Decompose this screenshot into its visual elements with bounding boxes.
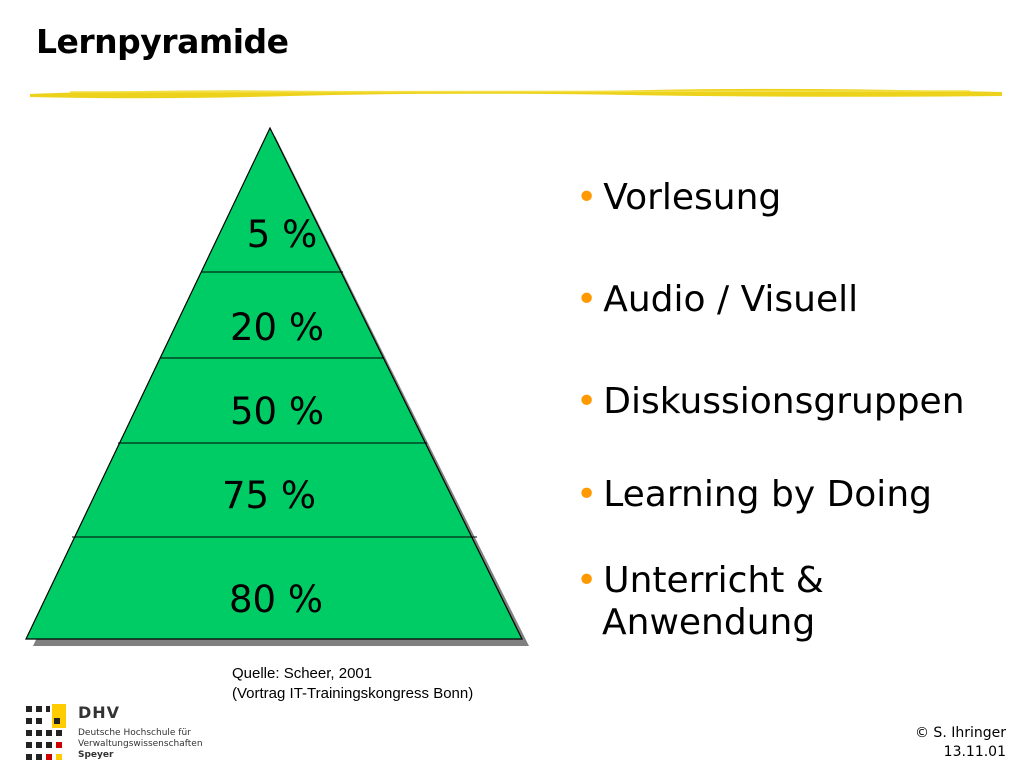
bullet-text: Unterricht &	[603, 560, 824, 601]
bullet-text-continuation: Anwendung	[602, 602, 816, 643]
bullet-item: • Vorlesung	[576, 177, 781, 219]
pyramid-level-label: 80 %	[229, 578, 323, 621]
bullet-dot-icon: •	[576, 474, 598, 515]
slide-title: Lernpyramide	[36, 22, 289, 61]
bullet-item: • Unterricht & Anwendung	[576, 560, 824, 644]
logo-wordmark: DHV Deutsche Hochschule für Verwaltungsw…	[78, 704, 203, 761]
title-underline	[30, 88, 1002, 99]
footer-date: 13.11.01	[943, 744, 1006, 760]
pyramid-level-label: 5 %	[247, 213, 317, 256]
source-line: Quelle: Scheer, 2001	[232, 665, 373, 682]
logo-line: Verwaltungswissenschaften	[78, 739, 203, 749]
bullet-dot-icon: •	[576, 560, 598, 601]
logo-line: Speyer	[78, 750, 114, 760]
pyramid-level-label: 20 %	[230, 306, 324, 349]
footer-author: © S. Ihringer	[914, 725, 1006, 741]
dhv-logo-icon	[26, 704, 66, 760]
logo-abbreviation: DHV	[78, 703, 121, 722]
bullet-dot-icon: •	[576, 177, 598, 218]
pyramid-body	[25, 126, 523, 640]
bullet-dot-icon: •	[576, 279, 598, 320]
slide-footer: © S. Ihringer 13.11.01	[915, 724, 1006, 762]
bullet-text: Learning by Doing	[603, 474, 932, 515]
bullet-item: • Learning by Doing	[576, 474, 932, 516]
bullet-list: • Vorlesung • Audio / Visuell • Diskussions…	[576, 0, 1016, 680]
bullet-dot-icon: •	[576, 381, 598, 422]
pyramid-level-label: 75 %	[222, 474, 316, 517]
bullet-item: • Audio / Visuell	[576, 279, 858, 321]
bullet-item: • Diskussionsgruppen	[576, 381, 965, 423]
source-citation: Quelle: Scheer, 2001 (Vortrag IT-Trainin…	[232, 664, 473, 704]
pyramid-level-label: 50 %	[230, 390, 324, 433]
logo-line: Deutsche Hochschule für	[78, 728, 191, 738]
bullet-text: Audio / Visuell	[603, 279, 859, 320]
source-line: (Vortrag IT-Trainingskongress Bonn)	[232, 685, 474, 702]
bullet-text: Diskussionsgruppen	[603, 381, 965, 422]
bullet-text: Vorlesung	[603, 177, 782, 218]
